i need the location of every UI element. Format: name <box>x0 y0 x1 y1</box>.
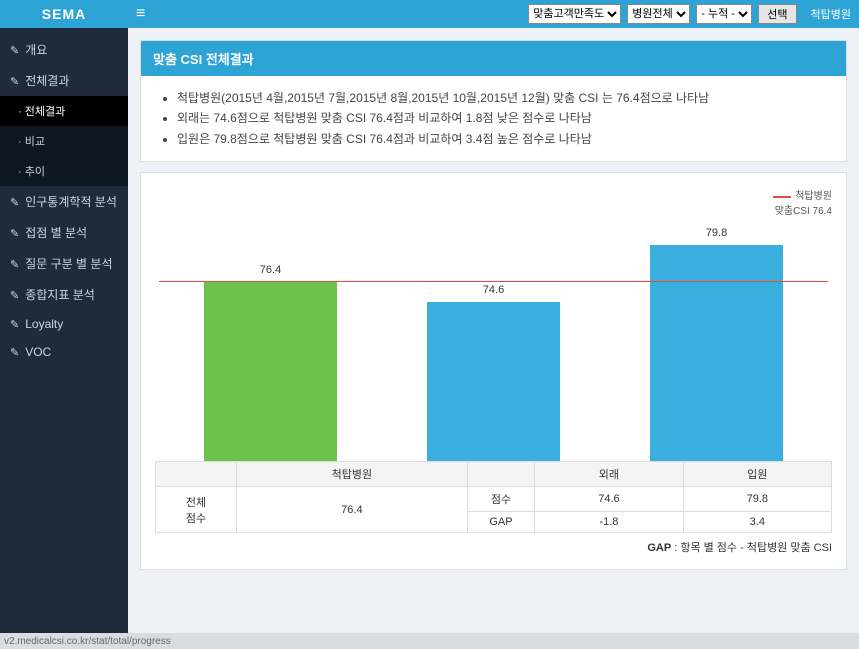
bar-slot: 76.4 <box>159 221 382 461</box>
edit-icon <box>10 43 19 57</box>
nav: 개요전체결과· 전체결과· 비교· 추이인구통계학적 분석접점 별 분석질문 구… <box>0 28 128 366</box>
chart-legend: 척탑병원 맞춤CSI 76.4 <box>155 187 832 217</box>
legend-line-icon <box>773 196 791 198</box>
edit-icon <box>10 345 19 359</box>
summary-panel: 맞춤 CSI 전체결과 척탑병원(2015년 4월,2015년 7월,2015년… <box>140 40 847 162</box>
hamburger-icon[interactable]: ≡ <box>136 5 145 23</box>
bar: 76.4 <box>204 282 338 461</box>
sidebar-subitem[interactable]: · 전체결과 <box>0 96 128 126</box>
bar: 79.8 <box>650 245 784 461</box>
bar: 74.6 <box>427 302 561 461</box>
select-hospital[interactable]: 병원전체 <box>627 4 690 24</box>
bullet-item: 입원은 79.8점으로 척탑병원 맞춤 CSI 76.4점과 비교하여 3.4점… <box>177 129 828 149</box>
brand-logo: SEMA <box>0 0 128 28</box>
reference-line <box>159 281 828 282</box>
chart-panel: 척탑병원 맞춤CSI 76.4 76.474.679.8 척탑병원 외래 <box>140 172 847 570</box>
bar-value-label: 74.6 <box>427 284 561 296</box>
bullet-item: 척탑병원(2015년 4월,2015년 7월,2015년 8월,2015년 10… <box>177 88 828 108</box>
select-button[interactable]: 선택 <box>758 4 796 24</box>
sidebar-item[interactable]: Loyalty <box>0 310 128 338</box>
overall-score: 76.4 <box>237 487 468 533</box>
sidebar-item[interactable]: 접점 별 분석 <box>0 217 128 248</box>
sidebar: SEMA 개요전체결과· 전체결과· 비교· 추이인구통계학적 분석접점 별 분… <box>0 0 128 649</box>
edit-icon <box>10 74 19 88</box>
sidebar-item[interactable]: 개요 <box>0 34 128 65</box>
chart-area: 76.4 74.6 79.8 <box>159 221 828 461</box>
edit-icon <box>10 317 19 331</box>
topbar: ≡ 맞춤고객만족도 병원전체 - 누적 - 선택 척탑병원 <box>128 0 859 28</box>
sidebar-item[interactable]: 질문 구분 별 분석 <box>0 248 128 279</box>
sidebar-item[interactable]: 전체결과 <box>0 65 128 96</box>
sidebar-subitem[interactable]: · 추이 <box>0 156 128 186</box>
sidebar-item[interactable]: 인구통계학적 분석 <box>0 186 128 217</box>
data-table: 척탑병원 외래 입원 전체점수 76.4 점수 74.6 79.8 <box>155 461 832 533</box>
edit-icon <box>10 226 19 240</box>
hospital-label: 척탑병원 <box>811 6 851 22</box>
select-metric[interactable]: 맞춤고객만족도 <box>528 4 621 24</box>
statusbar: v2.medicalcsi.co.kr/stat/total/progress <box>0 633 859 649</box>
bar-value-label: 79.8 <box>650 227 784 239</box>
row-overall-label: 전체점수 <box>156 487 237 533</box>
gap-note: GAP : 항목 별 점수 - 척탑병원 맞춤 CSI <box>155 539 832 555</box>
edit-icon <box>10 257 19 271</box>
bar-slot: 74.6 <box>382 221 605 461</box>
main: ≡ 맞춤고객만족도 병원전체 - 누적 - 선택 척탑병원 맞춤 CSI 전체결… <box>128 0 859 649</box>
bullet-list: 척탑병원(2015년 4월,2015년 7월,2015년 8월,2015년 10… <box>159 88 828 149</box>
select-period[interactable]: - 누적 - <box>696 4 752 24</box>
bullet-item: 외래는 74.6점으로 척탑병원 맞춤 CSI 76.4점과 비교하여 1.8점… <box>177 108 828 128</box>
panel-title: 맞춤 CSI 전체결과 <box>141 41 846 76</box>
sidebar-item[interactable]: VOC <box>0 338 128 366</box>
bar-value-label: 76.4 <box>204 264 338 276</box>
sidebar-item[interactable]: 종합지표 분석 <box>0 279 128 310</box>
edit-icon <box>10 288 19 302</box>
edit-icon <box>10 195 19 209</box>
bar-slot: 79.8 <box>605 221 828 461</box>
sidebar-subitem[interactable]: · 비교 <box>0 126 128 156</box>
